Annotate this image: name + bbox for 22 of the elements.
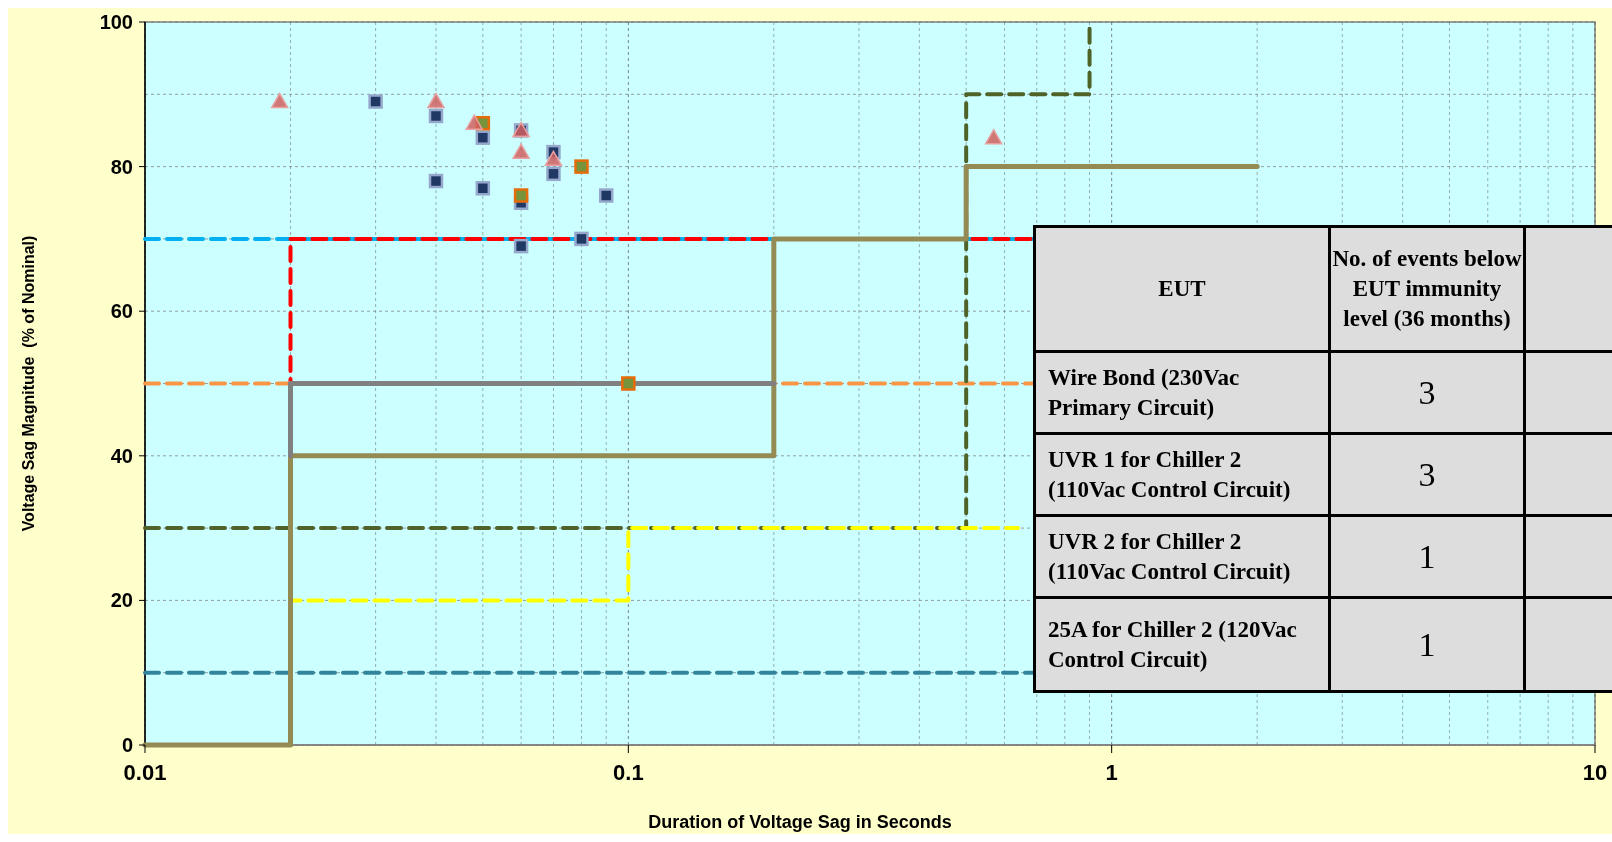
y-tick-label: 40 [110, 444, 133, 467]
annotation: EUT [1034, 226, 1330, 352]
y-axis-title: Voltage Sag Magnitude (% of Nominal) [20, 235, 37, 532]
y-tick-label: 20 [110, 589, 133, 612]
x-tick-label: 0.1 [613, 760, 644, 785]
y-tick-label: 60 [110, 300, 133, 323]
y-tick-label: 80 [110, 155, 133, 178]
annotation: 1 [1329, 597, 1525, 692]
annotation: 3 [1329, 351, 1525, 434]
y-tick-label: 0 [121, 734, 133, 756]
annotation: 3 [1329, 433, 1525, 516]
annotation: No. of events below EUT immunity level (36 months) [1329, 226, 1525, 352]
x-tick-label: 0.01 [123, 760, 167, 785]
annotation: 1 [1329, 515, 1525, 598]
annotation: Wire Bond (230Vac Primary Circuit) [1034, 351, 1330, 434]
annotation: UVR 1 for Chiller 2 (110Vac Control Circuit) [1034, 433, 1330, 516]
annotation: UVR 2 for Chiller 2 (110Vac Control Circuit) [1034, 515, 1330, 598]
x-axis-title: Duration of Voltage Sag in Seconds [648, 812, 952, 832]
x-tick-label: 10 [1582, 760, 1608, 785]
annotation: 25A for Chiller 2 (120Vac Control Circuit) [1034, 597, 1330, 692]
x-tick-label: 1 [1105, 760, 1118, 785]
y-tick-label: 100 [99, 11, 133, 33]
